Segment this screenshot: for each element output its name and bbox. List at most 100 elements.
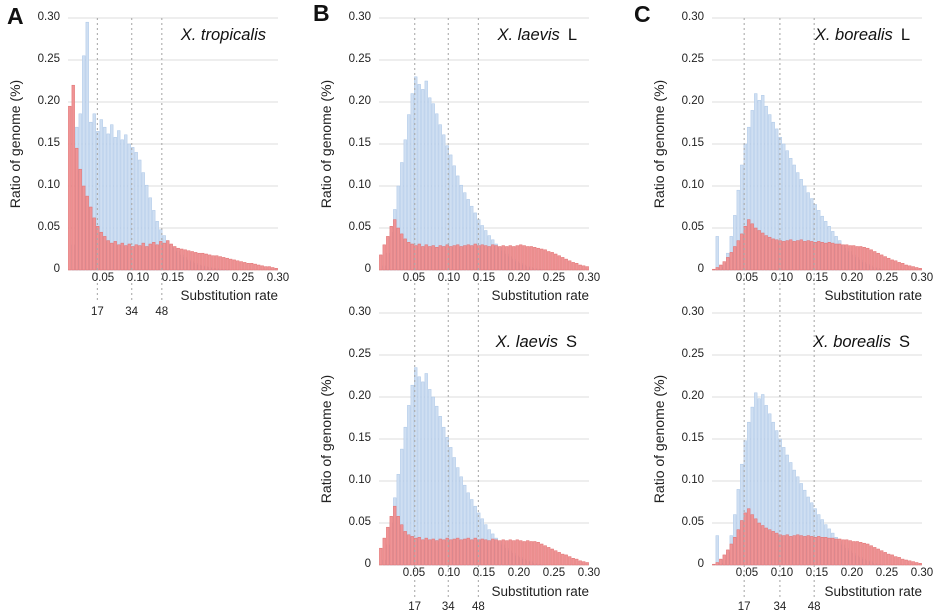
gridlines (379, 17, 589, 271)
y-tick-label: 0.25 (348, 53, 371, 65)
y-tick-label: 0.15 (348, 432, 371, 444)
x-tick-label: 0.20 (507, 272, 531, 284)
x-tick-label: 0.15 (805, 567, 829, 579)
blue-series-bars (382, 76, 544, 271)
plot-svg (68, 17, 278, 303)
panel-title: X. borealis L (712, 26, 910, 45)
panel-c-x-borealis-s-chart: X. borealis S Ratio of genome (%) Substit… (625, 300, 934, 613)
x-axis-title: Substitution rate (824, 584, 922, 599)
y-tick-label: 0.20 (681, 390, 704, 402)
y-tick-label: 0 (697, 263, 704, 275)
y-tick-label: 0.20 (348, 95, 371, 107)
y-tick-label: 0.15 (37, 137, 60, 149)
y-tick-label: 0.05 (37, 221, 60, 233)
plot-svg (712, 17, 922, 300)
red-series-bars (379, 219, 589, 271)
panel-title-suffix: S (565, 333, 577, 351)
panel-title-suffix: L (900, 26, 910, 44)
x-tick-label: 0.10 (126, 272, 150, 284)
x-tick-label: 0.05 (735, 567, 759, 579)
panel-title-species: X. tropicalis (180, 26, 266, 44)
x-tick-label: 0.25 (875, 272, 899, 284)
y-tick-label: 0.30 (348, 11, 371, 23)
panel-b-x-laevis-s-chart: X. laevis S Ratio of genome (%) Substitut… (310, 300, 624, 613)
y-tick-label: 0 (697, 558, 704, 570)
divergence-time-label: 48 (807, 601, 821, 613)
x-tick-label: 0.30 (577, 567, 601, 579)
y-tick-label: 0.10 (348, 474, 371, 486)
y-tick-label: 0.15 (681, 137, 704, 149)
x-tick-label: 0.25 (231, 272, 255, 284)
panel-title-suffix: S (898, 333, 910, 351)
panel-title-suffix: L (567, 26, 577, 44)
y-tick-label: 0.20 (681, 95, 704, 107)
x-tick-label: 0.30 (577, 272, 601, 284)
plot-svg (379, 17, 589, 300)
x-tick-label: 0.30 (266, 272, 290, 284)
panel-letter-c: C (634, 1, 651, 27)
panel-title: X. tropicalis (68, 26, 266, 45)
y-tick-label: 0.30 (37, 11, 60, 23)
gridlines (379, 312, 589, 566)
x-tick-label: 0.20 (507, 567, 531, 579)
y-tick-label: 0.15 (348, 137, 371, 149)
panel-letter-a: A (7, 3, 24, 29)
x-tick-label: 0.25 (542, 567, 566, 579)
x-tick-label: 0.10 (437, 567, 461, 579)
x-tick-label: 0.30 (910, 567, 934, 579)
panel-title-species: X. laevis (497, 26, 560, 44)
gridlines (712, 312, 922, 566)
y-tick-label: 0.10 (37, 179, 60, 191)
y-tick-label: 0.05 (681, 221, 704, 233)
divergence-time-label: 17 (408, 601, 422, 613)
y-tick-label: 0.25 (37, 53, 60, 65)
panel-letter-b: B (313, 0, 330, 26)
x-tick-label: 0.15 (805, 272, 829, 284)
panel-title: X. laevis S (379, 333, 577, 352)
y-tick-label: 0.10 (348, 179, 371, 191)
y-tick-label: 0.20 (37, 95, 60, 107)
x-axis-title: Substitution rate (491, 288, 589, 303)
y-tick-label: 0.30 (681, 306, 704, 318)
y-tick-label: 0.25 (348, 348, 371, 360)
divergence-time-label: 48 (155, 306, 169, 318)
red-series-bars (712, 219, 922, 271)
y-tick-label: 0.10 (681, 474, 704, 486)
y-tick-label: 0 (53, 263, 60, 275)
y-tick-label: 0.20 (348, 390, 371, 402)
x-tick-label: 0.15 (161, 272, 185, 284)
x-axis-title: Substitution rate (491, 584, 589, 599)
x-tick-label: 0.10 (770, 567, 794, 579)
divergence-time-label: 34 (125, 306, 139, 318)
x-tick-label: 0.05 (402, 567, 426, 579)
panel-title-species: X. borealis (813, 333, 891, 351)
red-series-bars (68, 84, 278, 271)
x-tick-label: 0.05 (91, 272, 115, 284)
panel-a-x-tropicalis-chart: X. tropicalis Ratio of genome (%) Substi… (0, 0, 310, 340)
plot-svg (379, 300, 589, 597)
y-tick-label: 0.15 (681, 432, 704, 444)
y-tick-label: 0.30 (348, 306, 371, 318)
red-series-bars (379, 505, 589, 566)
plot-svg (712, 300, 922, 597)
y-tick-label: 0.05 (348, 516, 371, 528)
divergence-time-label: 17 (737, 601, 751, 613)
y-tick-label: 0.10 (681, 179, 704, 191)
x-tick-label: 0.20 (840, 567, 864, 579)
x-axis-title: Substitution rate (824, 288, 922, 303)
divergence-time-label: 34 (773, 601, 787, 613)
y-tick-label: 0.25 (681, 348, 704, 360)
y-tick-label: 0 (364, 263, 371, 275)
y-tick-label: 0.05 (348, 221, 371, 233)
red-series-bars (712, 508, 922, 566)
divergence-time-label: 48 (471, 601, 485, 613)
panel-title: X. laevis L (379, 26, 577, 45)
panel-title-species: X. borealis (814, 26, 893, 44)
x-tick-label: 0.10 (770, 272, 794, 284)
x-tick-label: 0.05 (402, 272, 426, 284)
y-tick-label: 0.25 (681, 53, 704, 65)
x-tick-label: 0.15 (472, 567, 496, 579)
panel-b-x-laevis-l-chart: X. laevis L Ratio of genome (%) Substitut… (310, 0, 624, 303)
gridlines (68, 17, 278, 271)
